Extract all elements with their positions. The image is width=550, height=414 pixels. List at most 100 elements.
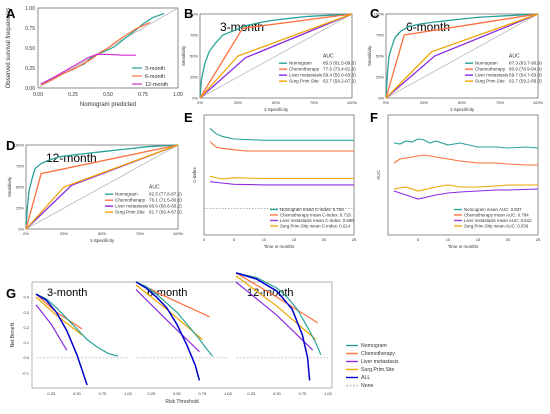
x-tick-label: 5 xyxy=(233,237,236,242)
legend-auc-value: 60.6 (56.6-65.2) xyxy=(149,204,182,209)
legend-label: Nomogram xyxy=(289,61,312,66)
panel-title: 12-month xyxy=(46,151,97,165)
dca-curve-nomogram xyxy=(35,293,118,357)
y-tick-label: 0.75 xyxy=(25,26,35,32)
y-tick-label: 50% xyxy=(16,185,24,190)
legend-label: Nomogram mean C-index: 0.759 xyxy=(280,207,344,212)
y-axis-title: AUC xyxy=(376,170,381,180)
y-tick-label: 1.00 xyxy=(25,6,35,12)
y-tick-label: 100% xyxy=(188,12,199,17)
x-tick-label: 25% xyxy=(420,100,428,105)
x-axis-title: Time in months xyxy=(264,244,295,249)
panel-letter-C: C xyxy=(370,6,380,21)
x-axis-title: Nomogram predicted xyxy=(80,102,136,108)
x-tick-label: 0% xyxy=(383,100,389,105)
dca-curve-surg xyxy=(35,296,83,336)
x-axis-title: 1-Specificity xyxy=(264,107,289,112)
y-tick-label: 0.1 xyxy=(23,340,29,345)
legend-label: Surg.Prim.Site xyxy=(361,367,395,373)
dca-curve-liver xyxy=(135,289,200,353)
legend-label: Nomogram mean AUC: 0.837 xyxy=(464,207,522,212)
y-tick-label: 0.4 xyxy=(23,295,29,300)
dca-curve-nomogram xyxy=(135,281,214,357)
x-tick-label: 0.75 xyxy=(138,92,148,98)
x-tick-label: 10 xyxy=(262,237,267,242)
x-tick-label: 20 xyxy=(322,237,327,242)
x-tick-label: 0 xyxy=(203,237,206,242)
y-axis-title: C-index xyxy=(192,167,197,183)
roc-curve-Liver metastasis xyxy=(199,13,353,99)
roc-curve-Chemotherapy xyxy=(25,144,179,230)
legend-label: Nomogram xyxy=(475,61,498,66)
legend-label: Surg.Prim.Site xyxy=(475,79,505,84)
roc-frame-B xyxy=(199,13,353,99)
legend-label: 6-month xyxy=(145,74,165,80)
x-axis-title: Time in months xyxy=(448,244,479,249)
y-tick-label: 75% xyxy=(16,164,24,169)
roc-frame-C xyxy=(385,13,539,99)
y-axis-title: Sensitivity xyxy=(181,45,186,66)
x-tick-label: 100% xyxy=(347,100,358,105)
legend-label: Nomogram xyxy=(115,192,138,197)
legend-label: Chemotherapy xyxy=(115,198,146,203)
legend-auc-value: 76.1 (71.5-80.8) xyxy=(149,198,182,203)
x-tick-label: 0.25 xyxy=(47,391,56,396)
x-tick-label: 1.00 xyxy=(324,391,333,396)
dca-curve-surg xyxy=(235,275,317,340)
legend-auc-value: 80.9 (76.9-84.9) xyxy=(509,67,542,72)
time-curve xyxy=(393,138,539,149)
legend-label: Surg.Prim.Site xyxy=(289,79,319,84)
y-axis-title: Net Benefit xyxy=(10,322,16,347)
legend-label: ALL xyxy=(361,375,370,381)
legend-auc-value: 87.3 (83.7-90.9) xyxy=(509,61,542,66)
y-tick-label: 100% xyxy=(14,143,25,148)
legend-label: Liver metastasis mean C-index: 0.590 xyxy=(280,218,354,223)
legend-header: AUC xyxy=(149,185,160,191)
dca-curve-liver xyxy=(235,281,314,351)
legend-auc-value: 61.7 (56.4-67.0) xyxy=(149,210,182,215)
legend-auc-value: 59.4 (55.0-63.8) xyxy=(323,73,356,78)
legend-header: AUC xyxy=(509,54,520,60)
legend-label: Chemotherapy xyxy=(475,67,506,72)
dca-curve-liver xyxy=(35,304,68,351)
time-frame-E xyxy=(203,114,355,236)
legend-label: Surg.Prim.Site xyxy=(115,210,145,215)
panel-letter-G: G xyxy=(6,286,16,301)
x-tick-label: 10 xyxy=(446,237,451,242)
legend-label: Chemotherapy xyxy=(361,351,395,357)
y-tick-label: 0.50 xyxy=(25,46,35,52)
x-tick-label: 0.50 xyxy=(273,391,282,396)
x-tick-label: 1.00 xyxy=(224,391,233,396)
x-tick-label: 50% xyxy=(272,100,280,105)
legend-label: Nomogram xyxy=(361,343,387,349)
time-curve xyxy=(393,184,538,192)
y-tick-label: 100% xyxy=(374,12,385,17)
y-tick-label: 25% xyxy=(376,75,384,80)
y-tick-label: 25% xyxy=(190,75,198,80)
legend-auc-value: 82.5 (77.8-87.2) xyxy=(149,192,182,197)
legend-label: Liver metastasis xyxy=(475,73,509,78)
legend-auc-value: 62.7 (58.2-67.2) xyxy=(323,79,356,84)
x-axis-title: 1-Specificity xyxy=(90,238,115,243)
roc-curve-Chemotherapy xyxy=(199,13,353,99)
y-tick-label: 50% xyxy=(190,54,198,59)
panel-letter-E: E xyxy=(184,110,193,125)
x-tick-label: 100% xyxy=(173,231,184,236)
legend-label: Chemotherapy mean C-index: 0.718 xyxy=(280,213,351,218)
x-tick-label: 15 xyxy=(292,237,297,242)
x-tick-label: 1.00 xyxy=(173,92,183,98)
x-axis-title: Risk Threshold xyxy=(165,399,198,405)
y-tick-label: 0.2 xyxy=(23,325,29,330)
roc-curve-Surg.Prim.Site xyxy=(199,13,353,99)
panel-letter-A: A xyxy=(6,6,16,21)
x-tick-label: 5 xyxy=(417,237,420,242)
x-tick-label: 0.50 xyxy=(73,391,82,396)
y-tick-label: -0.1 xyxy=(22,370,30,375)
dca-curve-chemotherapy xyxy=(235,272,319,324)
x-tick-label: 50% xyxy=(458,100,466,105)
roc-curve-Surg.Prim.Site xyxy=(385,13,539,99)
roc-curve-Nomogram xyxy=(25,144,179,230)
legend-label: Liver metastasis mean AUC: 0.612 xyxy=(464,218,532,223)
calibration-line-6-month xyxy=(40,21,151,86)
